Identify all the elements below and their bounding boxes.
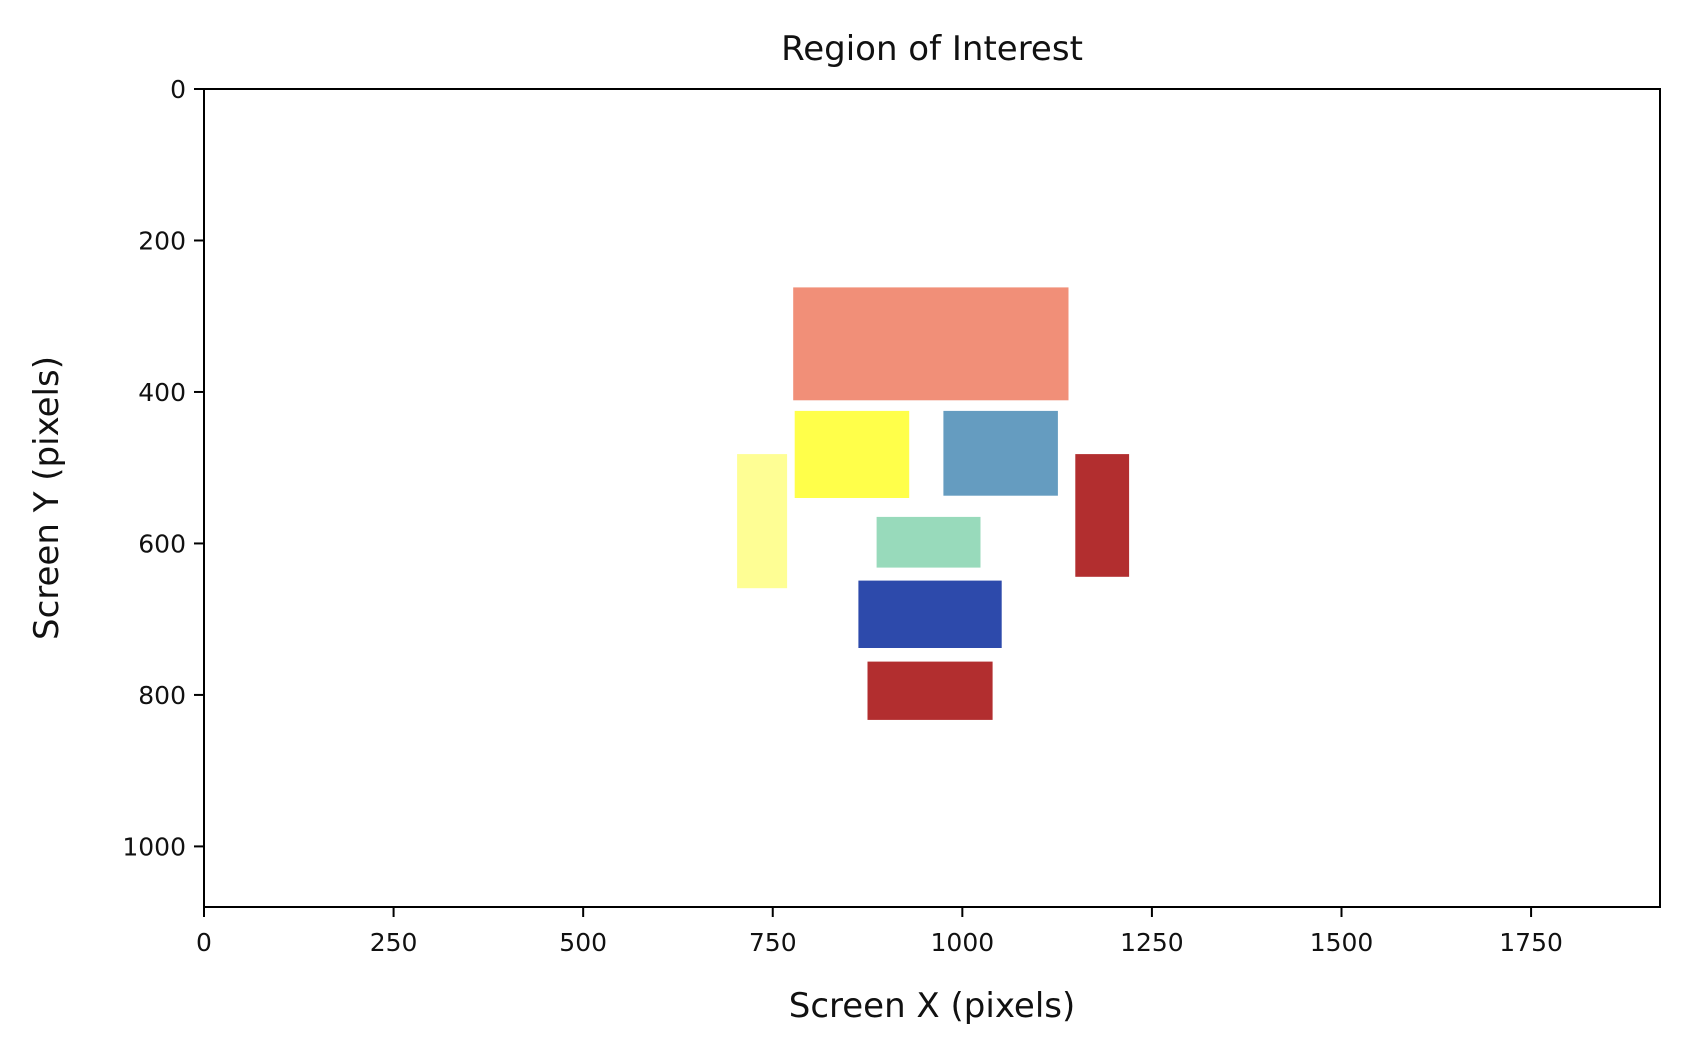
y-axis-title: Screen Y (pixels)	[27, 356, 67, 640]
x-tick-label: 250	[370, 928, 418, 957]
y-tick-label: 200	[138, 226, 186, 255]
y-tick-label: 400	[138, 378, 186, 407]
roi-rect-7	[858, 580, 1002, 648]
x-tick-label: 0	[196, 928, 212, 957]
x-axis-title: Screen X (pixels)	[789, 986, 1076, 1026]
roi-rect-2	[794, 410, 910, 498]
x-tick-label: 1750	[1499, 928, 1563, 957]
x-tick-label: 1000	[931, 928, 995, 957]
roi-rect-3	[943, 410, 1058, 496]
y-tick-label: 1000	[122, 832, 186, 861]
y-axis-ticks: 0 200 400 600 800 1000	[122, 75, 204, 861]
plot-frame	[203, 88, 1661, 908]
roi-rect-5	[1075, 454, 1130, 577]
roi-rect-1	[793, 287, 1069, 401]
roi-rect-4	[737, 454, 788, 589]
y-tick-label: 800	[138, 681, 186, 710]
y-tick-label: 0	[170, 75, 186, 104]
chart-title: Region of Interest	[781, 29, 1083, 69]
x-tick-label: 1500	[1310, 928, 1374, 957]
x-tick-label: 500	[559, 928, 607, 957]
roi-rect-8	[867, 661, 993, 720]
y-tick-label: 600	[138, 529, 186, 558]
roi-rect-6	[876, 516, 981, 568]
roi-rectangles	[737, 287, 1130, 720]
x-tick-label: 1250	[1120, 928, 1184, 957]
x-axis-ticks: 0 250 500 750 1000 1250 1500 1750	[196, 907, 1563, 957]
x-tick-label: 750	[749, 928, 797, 957]
